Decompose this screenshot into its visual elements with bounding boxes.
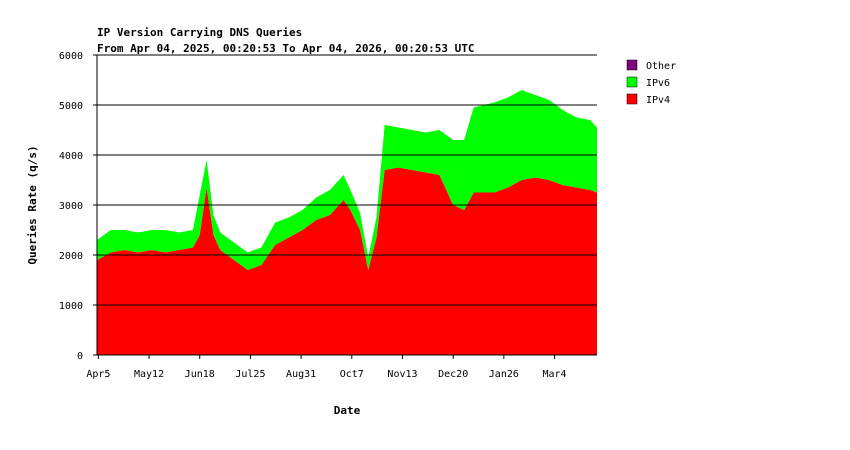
x-axis-label: Date xyxy=(334,404,361,417)
y-tick-label: 1000 xyxy=(59,301,83,312)
legend-swatch-ipv4 xyxy=(626,93,638,105)
y-tick-label: 6000 xyxy=(59,51,83,62)
y-tick-label: 4000 xyxy=(59,151,83,162)
gridlines xyxy=(97,54,597,306)
y-tick-label: 2000 xyxy=(59,251,83,262)
x-tick-label: Apr5 xyxy=(86,369,110,380)
legend-label-other: Other xyxy=(646,61,676,72)
x-tick-label: May12 xyxy=(134,369,164,380)
x-tick-label: Jun18 xyxy=(185,369,215,380)
legend-label-ipv6: IPv6 xyxy=(646,78,670,89)
area-ipv6 xyxy=(97,90,597,270)
x-tick-label: Nov13 xyxy=(387,369,417,380)
x-ticks: Apr5 May12 Jun18 Jul25 Aug31 Oct7 Nov13 Dec20 Ja… xyxy=(86,355,567,380)
chart-subtitle: From Apr 04, 2025, 00:20:53 To Apr 04, 2… xyxy=(97,42,475,55)
y-tick-label: 0 xyxy=(77,351,83,362)
y-tick-label: 5000 xyxy=(59,101,83,112)
y-axis-label: Queries Rate (q/s) xyxy=(26,145,39,264)
y-tick-label: 3000 xyxy=(59,201,83,212)
plot-areas xyxy=(97,90,597,355)
y-ticks: 0 1000 2000 3000 4000 5000 6000 xyxy=(59,51,97,362)
legend-label-ipv4: IPv4 xyxy=(646,95,670,106)
x-tick-label: Aug31 xyxy=(286,369,316,380)
x-tick-label: Mar4 xyxy=(542,369,566,380)
chart-title: IP Version Carrying DNS Queries xyxy=(97,26,302,39)
x-tick-label: Jan26 xyxy=(489,369,519,380)
area-ipv4 xyxy=(97,167,597,355)
x-tick-label: Oct7 xyxy=(340,369,364,380)
legend-swatch-other xyxy=(626,59,638,71)
x-tick-label: Jul25 xyxy=(235,369,265,380)
x-tick-label: Dec20 xyxy=(438,369,468,380)
legend: Other IPv6 IPv4 xyxy=(626,59,676,106)
legend-swatch-ipv6 xyxy=(626,76,638,88)
